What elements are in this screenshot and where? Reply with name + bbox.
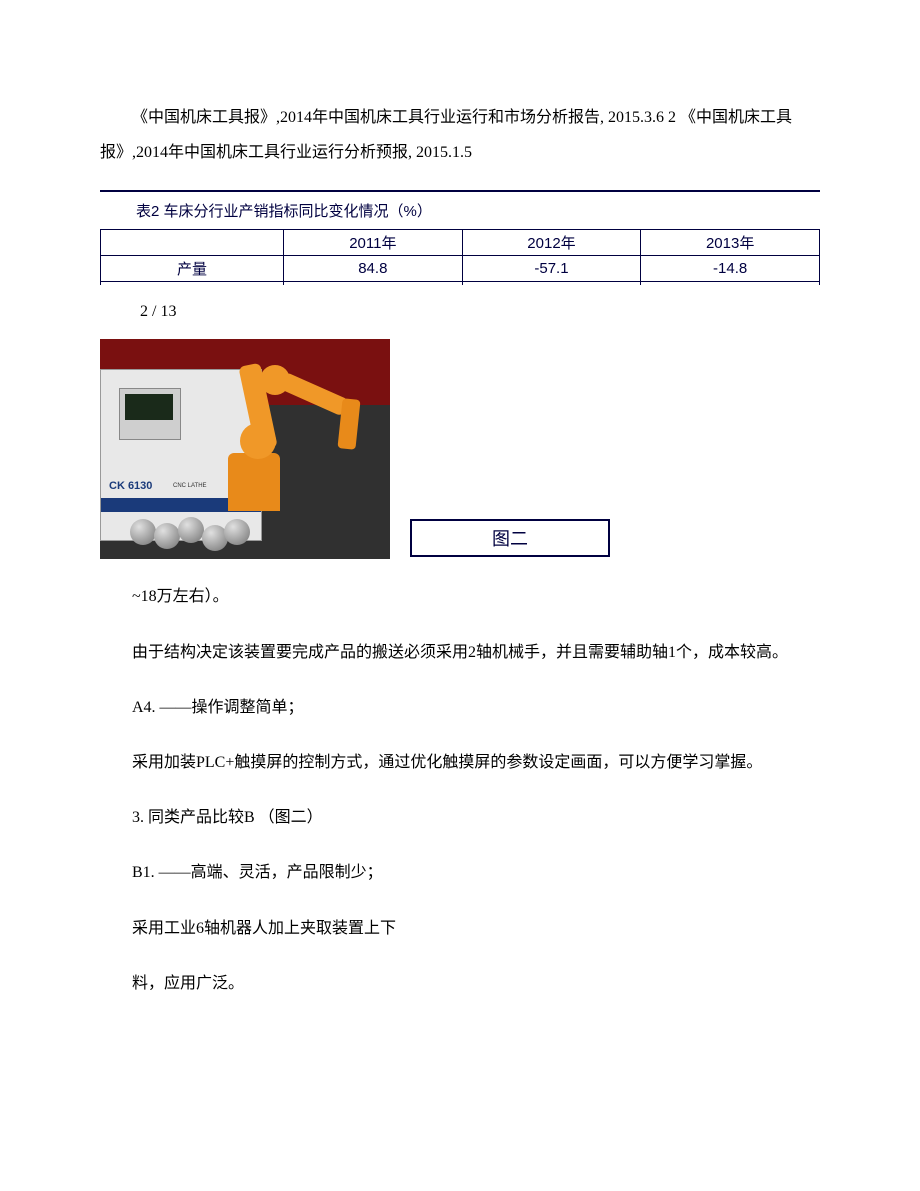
body-p4: 采用加装PLC+触摸屏的控制方式，通过优化触摸屏的参数设定画面，可以方便学习掌握… <box>100 745 820 780</box>
machine-sublabel: CNC LATHE <box>173 483 207 489</box>
body-p2: 由于结构决定该装置要完成产品的搬送必须采用2轴机械手，并且需要辅助轴1个，成本较… <box>100 635 820 670</box>
row-label-output: 产量 <box>101 256 284 282</box>
body-p8: 料，应用广泛。 <box>100 966 820 1001</box>
table-row: 产量 84.8 -57.1 -14.8 <box>101 256 820 282</box>
table-row: 销售量 75.1 54.9 9.3 <box>101 282 820 286</box>
cell: 84.8 <box>284 256 463 282</box>
table-clip: 2011年 2012年 2013年 产量 84.8 -57.1 -14.8 销售… <box>100 229 820 285</box>
table-2-container: 表2 车床分行业产销指标同比变化情况（%） 2011年 2012年 2013年 … <box>100 190 820 285</box>
part-icon <box>130 519 156 545</box>
cell: 54.9 <box>462 282 641 286</box>
row-label-sales: 销售量 <box>101 282 284 286</box>
header-2012: 2012年 <box>462 230 641 256</box>
cell: 9.3 <box>641 282 820 286</box>
body-p5: 3. 同类产品比较B （图二） <box>100 800 820 835</box>
body-p3: A4. ——操作调整简单； <box>100 690 820 725</box>
body-p6: B1. ——高端、灵活，产品限制少； <box>100 855 820 890</box>
table-header-row: 2011年 2012年 2013年 <box>101 230 820 256</box>
data-table: 2011年 2012年 2013年 产量 84.8 -57.1 -14.8 销售… <box>100 229 820 285</box>
figure-2-container: CK 6130 CNC LATHE 图二 <box>100 339 820 559</box>
table-title: 表2 车床分行业产销指标同比变化情况（%） <box>100 192 820 229</box>
header-2013: 2013年 <box>641 230 820 256</box>
robot-base <box>228 453 280 511</box>
parts-tray <box>130 513 250 553</box>
citation-paragraph: 《中国机床工具报》,2014年中国机床工具行业运行和市场分析报告, 2015.3… <box>100 100 820 170</box>
body-p1: ~18万左右）。 <box>100 579 820 614</box>
figure-label: 图二 <box>410 519 610 557</box>
header-blank <box>101 230 284 256</box>
machine-model-label: CK 6130 <box>109 480 152 492</box>
part-icon <box>178 517 204 543</box>
body-p7: 采用工业6轴机器人加上夹取装置上下 <box>100 911 820 946</box>
robot-wrist <box>337 399 360 451</box>
robot-upper-arm <box>278 372 349 417</box>
cell: -14.8 <box>641 256 820 282</box>
cell: 75.1 <box>284 282 463 286</box>
part-icon <box>154 523 180 549</box>
part-icon <box>224 519 250 545</box>
header-2011: 2011年 <box>284 230 463 256</box>
document-page: 《中国机床工具报》,2014年中国机床工具行业运行和市场分析报告, 2015.3… <box>0 0 920 1081</box>
robot-photo: CK 6130 CNC LATHE <box>100 339 390 559</box>
citation-line-1: 《中国机床工具报》,2014年中国机床工具行业运行和市场分析报告, 2015.3… <box>132 109 676 126</box>
cell: -57.1 <box>462 256 641 282</box>
page-indicator: 2 / 13 <box>140 303 820 321</box>
machine-screen <box>125 394 173 420</box>
